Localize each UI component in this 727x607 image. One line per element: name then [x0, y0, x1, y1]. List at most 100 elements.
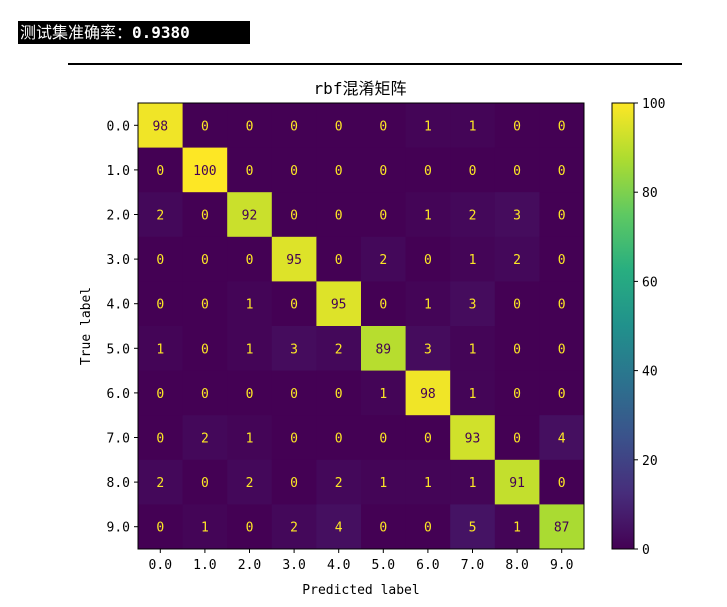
cell-value-label: 3 [469, 298, 477, 313]
cell-value-label: 0 [201, 387, 209, 402]
cell-value-label: 2 [335, 476, 343, 491]
cell-value-label: 2 [335, 342, 343, 357]
cell-value-label: 0 [424, 164, 432, 179]
cell-value-label: 0 [201, 209, 209, 224]
cell-value-label: 0 [558, 119, 566, 134]
cell-value-label: 2 [201, 432, 209, 447]
cell-value-label: 0 [558, 342, 566, 357]
matrix-cell [494, 459, 540, 505]
x-tick-label: 1.0 [193, 558, 216, 573]
matrix-cell [361, 326, 407, 372]
cell-value-label: 2 [156, 209, 164, 224]
matrix-cell [182, 147, 228, 193]
cell-value-label: 0 [290, 476, 298, 491]
cell-value-label: 1 [201, 521, 209, 536]
cell-value-label: 0 [201, 253, 209, 268]
y-tick-label: 3.0 [107, 253, 130, 268]
matrix-cell [405, 415, 451, 461]
cell-value-label: 2 [246, 476, 254, 491]
x-tick-label: 2.0 [238, 558, 261, 573]
matrix-cell [138, 236, 184, 282]
cell-value-label: 95 [286, 253, 302, 268]
matrix-cell [227, 192, 273, 238]
cell-value-label: 0 [379, 209, 387, 224]
x-tick-label: 7.0 [461, 558, 484, 573]
colorbar-ticks: 0 20 40 60 80 100 [634, 97, 665, 558]
matrix-cell [271, 236, 317, 282]
cell-value-label: 1 [469, 253, 477, 268]
cell-value-label: 0 [290, 298, 298, 313]
matrix-cell [316, 192, 362, 238]
x-tick-label: 3.0 [282, 558, 305, 573]
cell-value-label: 91 [509, 476, 525, 491]
matrix-cell [361, 459, 407, 505]
cell-value-label: 2 [290, 521, 298, 536]
matrix-cell [494, 415, 540, 461]
cell-value-label: 0 [513, 342, 521, 357]
matrix-cell [494, 281, 540, 327]
cell-value-label: 0 [424, 521, 432, 536]
matrix-cell [450, 326, 496, 372]
matrix-cell [539, 147, 585, 193]
x-tick-label: 9.0 [550, 558, 573, 573]
cell-value-label: 0 [290, 387, 298, 402]
matrix-cell [539, 236, 585, 282]
cell-value-label: 0 [290, 164, 298, 179]
cell-value-label: 100 [193, 164, 216, 179]
matrix-cell [138, 281, 184, 327]
matrix-cell [450, 459, 496, 505]
matrix-cell [494, 236, 540, 282]
cell-value-label: 2 [379, 253, 387, 268]
cell-value-label: 0 [156, 387, 164, 402]
matrix-cell [494, 147, 540, 193]
chart-title: rbf混淆矩阵 [314, 79, 407, 98]
cell-value-label: 87 [554, 521, 570, 536]
matrix-cell [405, 370, 451, 416]
matrix-cell [450, 103, 496, 149]
cell-value-label: 0 [156, 432, 164, 447]
cell-value-label: 0 [513, 432, 521, 447]
matrix-cell [227, 326, 273, 372]
cell-value-label: 1 [469, 342, 477, 357]
matrix-cell [316, 236, 362, 282]
matrix-cell [539, 415, 585, 461]
matrix-cell [138, 192, 184, 238]
y-tick-label: 7.0 [107, 432, 130, 447]
matrix-cell [405, 103, 451, 149]
matrix-cell [450, 504, 496, 550]
matrix-frame [137, 102, 585, 550]
matrix-cell [227, 236, 273, 282]
output-divider [68, 63, 682, 65]
cell-value-label: 0 [424, 432, 432, 447]
y-axis-ticks: 0.0 1.0 2.0 3.0 4.0 5.0 6.0 7.0 8.0 9.0 [107, 119, 138, 536]
colorbar-tick-label: 100 [642, 97, 665, 112]
cell-value-label: 98 [152, 119, 168, 134]
cell-value-label: 0 [246, 253, 254, 268]
cell-value-label: 0 [424, 253, 432, 268]
matrix-cell [138, 504, 184, 550]
matrix-cell [361, 281, 407, 327]
cell-value-label: 89 [375, 342, 391, 357]
cell-value-label: 0 [290, 119, 298, 134]
cell-value-label: 1 [156, 342, 164, 357]
cell-value-label: 0 [335, 119, 343, 134]
colorbar-tick-label: 20 [642, 454, 658, 469]
matrix-cell [316, 326, 362, 372]
matrix-cell [138, 326, 184, 372]
cell-value-label: 1 [379, 387, 387, 402]
cell-value-label: 0 [558, 253, 566, 268]
cell-value-label: 0 [201, 119, 209, 134]
cell-value-label: 0 [246, 387, 254, 402]
accuracy-value: 0.9380 [132, 23, 190, 42]
cell-value-label: 5 [469, 521, 477, 536]
colorbar-tick-label: 60 [642, 275, 658, 290]
cell-value-label: 0 [379, 298, 387, 313]
matrix-cell [494, 326, 540, 372]
matrix-cell [271, 103, 317, 149]
cell-value-label: 0 [469, 164, 477, 179]
x-tick-label: 6.0 [416, 558, 439, 573]
cell-value-label: 0 [335, 253, 343, 268]
matrix-cell [405, 192, 451, 238]
y-axis-label: True label [79, 287, 94, 365]
cell-value-label: 1 [469, 119, 477, 134]
